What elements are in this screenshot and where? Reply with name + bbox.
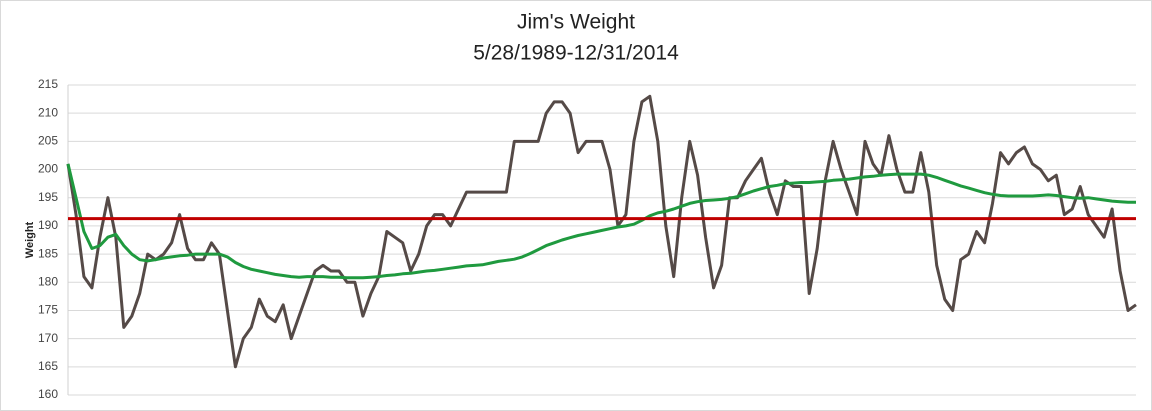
y-tick-label: 170 [38, 331, 58, 345]
y-tick-label: 195 [38, 190, 58, 204]
y-tick-label: 205 [38, 134, 58, 148]
chart-subtitle: 5/28/1989-12/31/2014 [473, 42, 679, 65]
data-line [66, 163, 1136, 280]
y-tick-label: 210 [38, 105, 58, 119]
y-tick-label: 200 [38, 162, 58, 176]
y-tick-label: 185 [38, 246, 58, 260]
y-tick-label: 190 [38, 218, 58, 232]
data-line [66, 94, 1137, 369]
y-axis-label: Weight [24, 221, 36, 258]
chart-title: Jim's Weight [517, 11, 635, 34]
y-tick-label: 165 [38, 359, 58, 373]
y-tick-label: 180 [38, 274, 58, 288]
y-tick-label: 175 [38, 303, 58, 317]
y-tick-label: 215 [38, 77, 58, 91]
y-tick-label: 160 [38, 387, 58, 401]
